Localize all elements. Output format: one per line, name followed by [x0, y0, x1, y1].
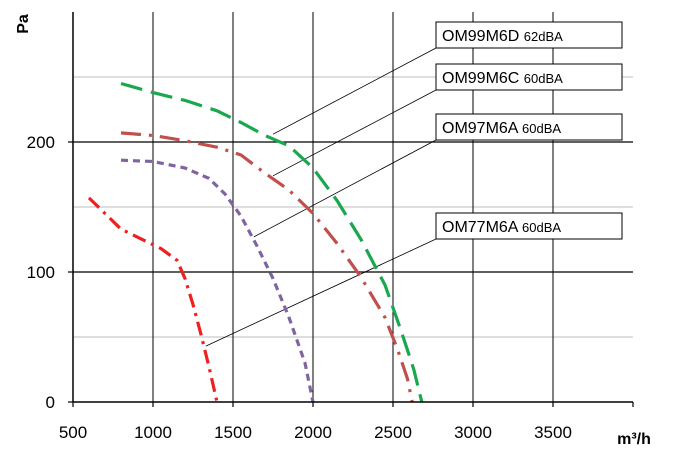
callout-model-name: OM77M6A: [442, 219, 522, 236]
callout-leader-om99m6c: [272, 89, 437, 177]
callout-model-name: OM97M6A: [442, 120, 522, 137]
axes: [72, 12, 633, 403]
callout-leader-lines: [205, 47, 437, 347]
callout-noise-level: 60dBA: [522, 121, 561, 136]
callout-leader-om99m6d: [272, 47, 437, 135]
series-curves: [87, 81, 424, 403]
callout-noise-level: 62dBA: [524, 29, 563, 44]
callout-label-om97m6a: OM97M6A 60dBA: [442, 120, 561, 137]
y-axis-label: Pa: [15, 14, 32, 34]
y-tick-label-0: 0: [46, 393, 55, 412]
callout-box-om77m6a: [435, 212, 623, 240]
callout-leader-om97m6a: [253, 139, 437, 238]
y-tick-label-100: 100: [27, 263, 55, 282]
callout-leader-om77m6a: [205, 238, 437, 347]
x-tick-label-3500: 3500: [534, 423, 572, 442]
y-axis-ticks: 0 100 200: [27, 133, 73, 412]
x-tick-label-2500: 2500: [374, 423, 412, 442]
x-tick-label-500: 500: [59, 423, 87, 442]
series-line-om99m6d: [120, 81, 424, 403]
callout-label-om99m6c: OM99M6C 60dBA: [442, 70, 563, 87]
callout-model-name: OM99M6D: [442, 28, 524, 45]
x-axis-label: m³/h: [617, 431, 651, 448]
callout-box-om99m6c: [435, 63, 623, 91]
x-tick-label-2000: 2000: [294, 423, 332, 442]
series-line-om99m6c: [120, 131, 414, 403]
callout-noise-level: 60dBA: [522, 220, 561, 235]
callout-box-om97m6a: [435, 113, 623, 141]
series-line-om77m6a: [87, 196, 219, 403]
callout-label-om77m6a: OM77M6A 60dBA: [442, 219, 561, 236]
x-tick-label-1000: 1000: [134, 423, 172, 442]
series-line-om97m6a: [120, 158, 315, 403]
callout-model-name: OM99M6C: [442, 70, 524, 87]
x-axis-ticks: 500 1000 1500 2000 2500 3000 3500: [59, 402, 634, 442]
callout-noise-level: 60dBA: [524, 71, 563, 86]
x-tick-label-3000: 3000: [454, 423, 492, 442]
callout-label-om99m6d: OM99M6D 62dBA: [442, 28, 563, 45]
y-tick-label-200: 200: [27, 133, 55, 152]
callout-box-om99m6d: [435, 21, 623, 49]
x-tick-label-1500: 1500: [214, 423, 252, 442]
